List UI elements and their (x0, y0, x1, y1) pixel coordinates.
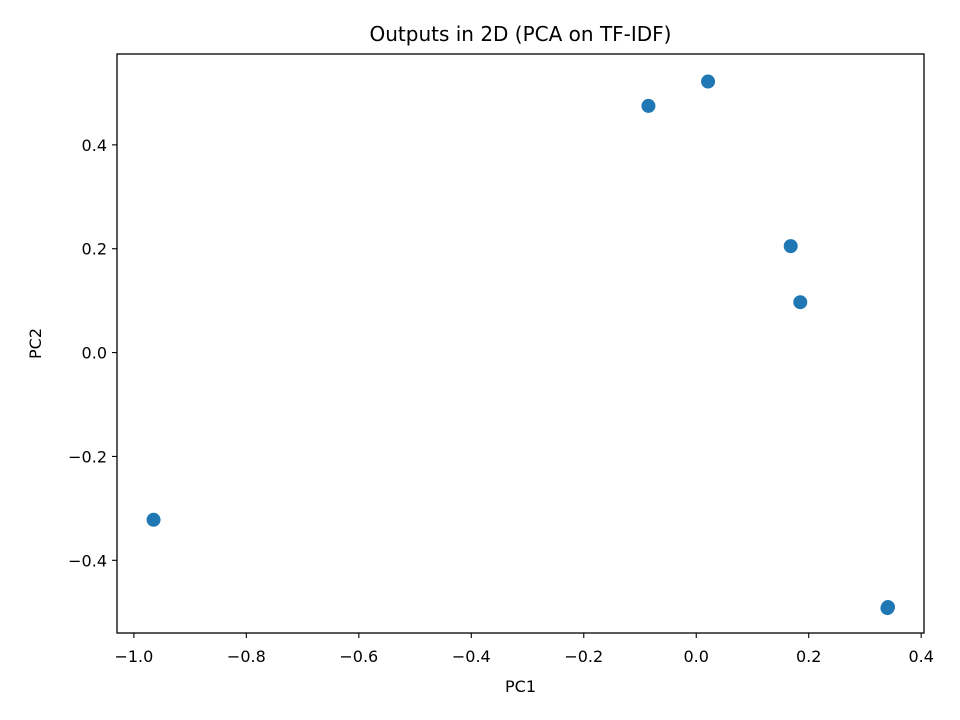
x-tick-label: −0.6 (339, 647, 378, 666)
scatter-point (641, 98, 656, 113)
chart-title: Outputs in 2D (PCA on TF-IDF) (369, 22, 671, 46)
y-tick-label: 0.2 (82, 240, 107, 259)
y-axis-label: PC2 (26, 328, 45, 359)
x-axis-ticks: −1.0 −0.8 −0.6 −0.4 −0.2 0.0 0.2 0.4 (114, 633, 934, 666)
scatter-point (881, 600, 896, 615)
x-tick-label: 0.4 (908, 647, 933, 666)
x-tick-label: 0.2 (796, 647, 821, 666)
y-tick-label: 0.4 (82, 136, 107, 155)
x-tick-label: −0.8 (227, 647, 266, 666)
data-points (146, 74, 896, 616)
x-tick-label: 0.0 (684, 647, 709, 666)
x-axis-label: PC1 (505, 677, 536, 696)
y-axis-ticks: 0.4 0.2 0.0 −0.2 −0.4 (68, 136, 117, 570)
y-tick-label: −0.2 (68, 447, 107, 466)
y-tick-label: 0.0 (82, 344, 107, 363)
plot-area: −1.0 −0.8 −0.6 −0.4 −0.2 0.0 0.2 0.4 0.40.20.0−… (68, 53, 934, 666)
x-tick-label: −1.0 (114, 647, 153, 666)
scatter-point (146, 512, 161, 527)
scatter-point (701, 74, 716, 89)
scatter-point (793, 295, 808, 310)
x-tick-label: −0.4 (452, 647, 491, 666)
plot-frame (116, 53, 925, 634)
x-tick-label: −0.2 (564, 647, 603, 666)
scatter-point (783, 239, 798, 254)
y-tick-label: −0.4 (68, 551, 107, 570)
